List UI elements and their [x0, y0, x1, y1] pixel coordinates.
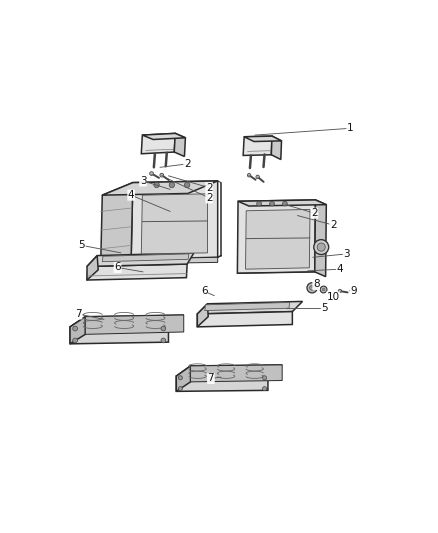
Text: 8: 8	[313, 279, 319, 289]
Text: 5: 5	[321, 303, 328, 313]
Text: 3: 3	[140, 176, 146, 186]
Polygon shape	[197, 304, 208, 327]
Polygon shape	[87, 264, 187, 280]
Text: 9: 9	[350, 286, 357, 296]
Polygon shape	[102, 181, 218, 195]
Text: 4: 4	[336, 264, 343, 274]
Circle shape	[184, 182, 190, 188]
Circle shape	[262, 376, 267, 380]
Polygon shape	[244, 136, 282, 142]
Text: 1: 1	[347, 123, 353, 133]
Text: 7: 7	[208, 374, 214, 383]
Polygon shape	[246, 209, 310, 269]
Circle shape	[317, 243, 325, 251]
Circle shape	[283, 201, 287, 206]
Circle shape	[73, 338, 78, 343]
Polygon shape	[70, 317, 85, 344]
Circle shape	[169, 182, 175, 188]
Polygon shape	[205, 302, 290, 311]
Polygon shape	[191, 365, 282, 382]
Circle shape	[178, 386, 182, 391]
Polygon shape	[101, 257, 218, 276]
Circle shape	[314, 240, 328, 255]
Circle shape	[256, 175, 259, 179]
Circle shape	[73, 326, 78, 331]
Polygon shape	[85, 315, 184, 334]
Text: 2: 2	[206, 183, 212, 193]
Polygon shape	[174, 133, 185, 157]
Text: 4: 4	[128, 190, 134, 200]
Polygon shape	[243, 136, 272, 156]
Circle shape	[310, 286, 314, 290]
Polygon shape	[197, 312, 293, 327]
Circle shape	[257, 201, 261, 206]
Circle shape	[307, 282, 317, 293]
Circle shape	[178, 376, 182, 380]
Text: 2: 2	[184, 159, 191, 169]
Polygon shape	[102, 254, 189, 262]
Polygon shape	[87, 253, 194, 266]
Polygon shape	[87, 256, 98, 280]
Text: 6: 6	[201, 286, 208, 296]
Circle shape	[154, 182, 159, 188]
Polygon shape	[176, 365, 282, 376]
Circle shape	[247, 174, 251, 177]
Polygon shape	[141, 133, 175, 154]
Circle shape	[320, 286, 327, 293]
Polygon shape	[271, 136, 282, 159]
Polygon shape	[70, 315, 184, 327]
Circle shape	[161, 338, 166, 343]
Text: 6: 6	[114, 262, 121, 272]
Text: 7: 7	[75, 309, 82, 319]
Text: 2: 2	[311, 208, 318, 218]
Text: 3: 3	[343, 249, 350, 259]
Circle shape	[270, 201, 274, 206]
Text: 5: 5	[78, 240, 85, 251]
Polygon shape	[176, 375, 268, 391]
Polygon shape	[70, 325, 169, 344]
Circle shape	[338, 289, 342, 293]
Circle shape	[150, 172, 153, 175]
Polygon shape	[315, 200, 326, 277]
Polygon shape	[237, 200, 315, 273]
Polygon shape	[238, 200, 326, 206]
Polygon shape	[141, 194, 208, 254]
Polygon shape	[142, 133, 185, 140]
Polygon shape	[101, 183, 133, 271]
Text: 2: 2	[206, 193, 212, 203]
Text: 10: 10	[327, 292, 339, 302]
Text: 2: 2	[330, 220, 336, 230]
Circle shape	[160, 173, 164, 177]
Circle shape	[262, 386, 267, 391]
Polygon shape	[197, 302, 303, 314]
Polygon shape	[176, 366, 191, 391]
Circle shape	[161, 326, 166, 331]
Circle shape	[322, 288, 325, 291]
Polygon shape	[131, 181, 218, 259]
